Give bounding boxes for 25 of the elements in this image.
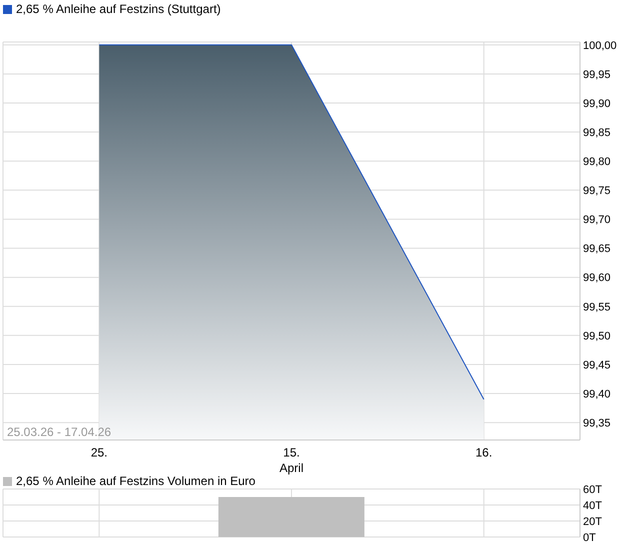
y-tick-label: 40T xyxy=(583,500,602,512)
y-tick-label: 99,80 xyxy=(583,156,611,168)
x-axis-title: April xyxy=(279,461,304,475)
y-tick-label: 99,50 xyxy=(583,330,611,342)
x-tick-label: 25. xyxy=(90,446,108,460)
legend-label: 2,65 % Anleihe auf Festzins (Stuttgart) xyxy=(16,2,221,16)
y-tick-label: 99,75 xyxy=(583,185,611,198)
y-tick-label: 99,70 xyxy=(583,214,611,226)
y-tick-label: 0T xyxy=(583,532,596,544)
y-tick-label: 99,55 xyxy=(583,301,611,314)
y-tick-label: 100,00 xyxy=(583,40,617,52)
y-tick-label: 99,45 xyxy=(583,359,611,372)
legend-label: 2,65 % Anleihe auf Festzins Volumen in Euro xyxy=(16,474,256,488)
x-tick-label: 16. xyxy=(475,446,492,460)
y-tick-label: 20T xyxy=(583,516,602,528)
y-tick-label: 60T xyxy=(583,484,602,496)
annotation: 25.03.26 - 17.04.26 xyxy=(7,425,112,439)
y-tick-label: 99,90 xyxy=(583,98,611,110)
y-tick-label: 99,65 xyxy=(583,243,611,256)
y-tick-label: 99,35 xyxy=(583,417,611,430)
y-tick-label: 99,60 xyxy=(583,272,611,284)
y-tick-label: 99,85 xyxy=(583,126,611,139)
y-tick-label: 99,40 xyxy=(583,388,611,400)
x-tick-label: 15. xyxy=(283,446,300,460)
y-tick-label: 99,95 xyxy=(583,68,611,81)
